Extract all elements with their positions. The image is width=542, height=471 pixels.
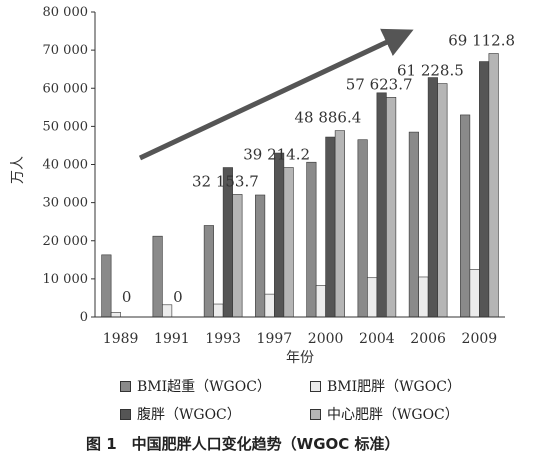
legend-row: BMI超重（WGOC） BMI肥胖（WGOC） xyxy=(120,372,500,400)
bar-1-2006 xyxy=(408,131,419,318)
legend-label: BMI超重（WGOC） xyxy=(137,379,271,395)
bar-2-1991 xyxy=(162,304,173,318)
y-tick-label: 20 000 xyxy=(43,234,89,249)
legend: BMI超重（WGOC） BMI肥胖（WGOC） 腹胖（WGOC） 中心肥胖（WGOC） xyxy=(120,372,500,428)
legend-row: 腹胖（WGOC） 中心肥胖（WGOC） xyxy=(120,400,500,428)
bar-3-2006 xyxy=(427,77,438,318)
y-tick-label: 30 000 xyxy=(43,196,89,211)
legend-label: 中心肥胖（WGOC） xyxy=(327,407,459,423)
y-tick-label: 0 xyxy=(80,310,88,325)
data-label: 48 886.4 xyxy=(294,109,361,127)
legend-swatch xyxy=(120,380,131,392)
y-tick-label: 70 000 xyxy=(43,43,89,58)
x-tick-label: 1997 xyxy=(257,331,293,347)
legend-item: 腹胖（WGOC） xyxy=(120,404,310,424)
data-label: 57 623.7 xyxy=(346,75,413,93)
data-label: 39 214.2 xyxy=(243,145,310,163)
y-tick-label: 50 000 xyxy=(43,119,89,134)
legend-label: 腹胖（WGOC） xyxy=(137,407,241,423)
x-axis-title: 年份 xyxy=(286,350,314,366)
bar-2-2004 xyxy=(367,277,378,318)
bar-1-1991 xyxy=(152,235,163,318)
bar-2-1997 xyxy=(264,293,275,318)
bar-2-2006 xyxy=(418,276,429,318)
bar-4-1993 xyxy=(232,194,243,318)
bar-2-1989 xyxy=(110,312,121,318)
x-tick-label: 2000 xyxy=(308,331,344,347)
bar-2-1993 xyxy=(213,303,224,318)
x-tick-label: 1989 xyxy=(103,331,139,347)
legend-swatch xyxy=(310,408,321,420)
bar-4-2000 xyxy=(334,130,345,318)
data-label: 61 228.5 xyxy=(397,62,464,80)
bar-3-1997 xyxy=(274,152,285,318)
data-label: 32 153.7 xyxy=(192,172,259,190)
bar-2-2009 xyxy=(469,269,480,318)
bar-1-1997 xyxy=(255,194,266,318)
y-axis-title: 万人 xyxy=(10,156,26,184)
data-label: 0 xyxy=(122,288,132,306)
x-tick-label: 1991 xyxy=(154,331,190,347)
legend-item: BMI肥胖（WGOC） xyxy=(310,376,500,396)
legend-item: 中心肥胖（WGOC） xyxy=(310,404,500,424)
y-tick-label: 10 000 xyxy=(43,272,89,287)
bar-3-2004 xyxy=(376,92,387,318)
data-label: 0 xyxy=(173,288,183,306)
x-tick-label: 2009 xyxy=(462,331,498,347)
bar-chart: 0 10 000 20 000 30 000 40 000 50 000 60 000 70 … xyxy=(10,5,515,366)
bar-2-2000 xyxy=(315,285,326,318)
y-tick-label: 40 000 xyxy=(43,158,89,173)
bar-3-2000 xyxy=(325,136,336,318)
y-tick-label: 80 000 xyxy=(43,5,89,20)
legend-item: BMI超重（WGOC） xyxy=(120,376,310,396)
bar-1-2009 xyxy=(460,114,471,318)
bar-4-1997 xyxy=(283,167,294,318)
bar-1-1989 xyxy=(101,254,112,318)
bar-4-2004 xyxy=(386,97,397,318)
y-tick-label: 60 000 xyxy=(43,81,89,96)
x-tick-label: 1993 xyxy=(205,331,241,347)
figure-caption: 图 1 中国肥胖人口变化趋势（WGOC 标准） xyxy=(86,435,400,453)
bar-4-2009 xyxy=(488,53,499,318)
bar-3-2009 xyxy=(479,61,490,318)
bar-1-2000 xyxy=(306,161,317,318)
bar-1-2004 xyxy=(357,139,368,318)
bar-1-1993 xyxy=(203,225,214,318)
bar-4-2006 xyxy=(437,83,448,318)
x-tick-label: 2006 xyxy=(410,331,446,347)
x-tick-label: 2004 xyxy=(359,331,395,347)
trend-arrow xyxy=(138,28,414,161)
legend-swatch xyxy=(120,408,131,420)
legend-swatch xyxy=(310,380,321,392)
data-label: 69 112.8 xyxy=(448,32,515,50)
legend-label: BMI肥胖（WGOC） xyxy=(327,379,461,395)
